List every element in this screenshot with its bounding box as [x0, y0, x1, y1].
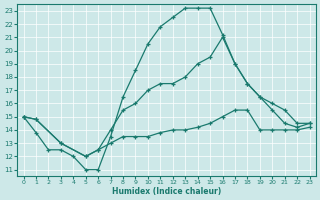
- X-axis label: Humidex (Indice chaleur): Humidex (Indice chaleur): [112, 187, 221, 196]
